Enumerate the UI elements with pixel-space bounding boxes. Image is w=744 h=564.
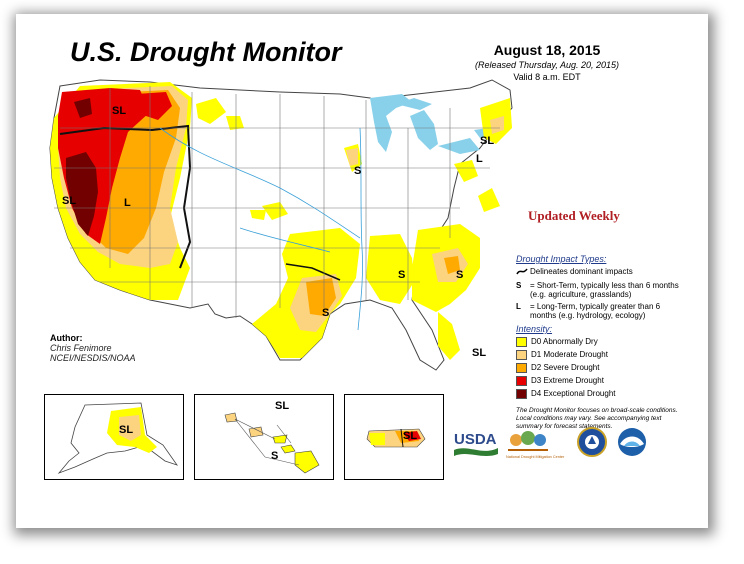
label-sl-puerto-rico: SL [403, 430, 417, 442]
hawaii-map: SL S [224, 400, 320, 474]
hawaii-inset: SL S [194, 394, 334, 480]
noaa-logo [618, 428, 646, 456]
long-term-symbol: L [516, 302, 521, 311]
label-sl-california: SL [62, 195, 76, 207]
short-term-symbol: S [516, 281, 522, 290]
usda-logo-text: USDA [454, 431, 497, 448]
date-block: August 18, 2015 (Released Thursday, Aug.… [452, 42, 642, 82]
intensity-swatch [516, 376, 527, 386]
usda-logo: USDA [454, 431, 498, 456]
great-lakes [370, 94, 502, 154]
label-s-illinois: S [354, 165, 361, 177]
label-sl-hawaii: SL [275, 400, 289, 412]
author-name: Chris Fenimore [50, 343, 112, 353]
conus-drought-map: SL SL L S S S S SL L SL [49, 79, 513, 371]
alaska-map: SL [57, 402, 179, 474]
intensity-item: D0 Abnormally Dry [516, 337, 686, 347]
label-sl-northeast: SL [480, 135, 494, 147]
alaska-inset: SL [44, 394, 184, 480]
intensity-label: D4 Exceptional Drought [531, 389, 616, 398]
hawaii-impact-lines [234, 418, 300, 466]
alaska-d1 [119, 415, 141, 441]
pr-impact-line [400, 428, 404, 448]
legend-delineates-row: Delineates dominant impacts [516, 267, 686, 278]
map-date: August 18, 2015 [493, 42, 601, 58]
label-s-carolinas: S [456, 269, 463, 281]
intensity-label: D1 Moderate Drought [531, 350, 608, 359]
intensity-item: D2 Severe Drought [516, 363, 686, 373]
valid-time: Valid 8 a.m. EDT [513, 72, 581, 82]
hawaii-islands [224, 412, 320, 474]
legend-long-term-row: L = Long-Term, typically greater than 6 … [516, 302, 686, 320]
label-s-mississippi: S [398, 269, 405, 281]
delineates-text: Delineates dominant impacts [530, 267, 633, 276]
d4-regions [66, 98, 98, 236]
intensity-label: D0 Abnormally Dry [531, 337, 598, 346]
intensity-swatch [516, 363, 527, 373]
pr-d0 [369, 433, 385, 445]
pr-d3 [403, 431, 421, 441]
release-date: (Released Thursday, Aug. 20, 2015) [474, 60, 620, 70]
intensity-item: D3 Extreme Drought [516, 376, 686, 386]
legend-short-term-row: S = Short-Term, typically less than 6 mo… [516, 281, 686, 299]
intensity-label: D3 Extreme Drought [531, 376, 604, 385]
intensity-swatch [516, 337, 527, 347]
label-sl-florida: SL [472, 347, 486, 359]
short-term-desc: = Short-Term, typically less than 6 mont… [530, 281, 679, 299]
doc-seal-logo [577, 427, 607, 457]
puerto-rico-map: SL [366, 428, 426, 448]
label-s-hawaii: S [271, 450, 278, 462]
intensity-list: D0 Abnormally Dry D1 Moderate Drought D2 S… [516, 337, 686, 399]
intensity-item: D4 Exceptional Drought [516, 389, 686, 399]
intensity-swatch [516, 389, 527, 399]
label-l-northeast: L [476, 153, 483, 165]
state-boundaries [54, 86, 500, 318]
delineation-line-icon [516, 267, 530, 278]
puerto-rico-inset: SL [344, 394, 444, 480]
author-org: NCEI/NESDIS/NOAA [50, 353, 136, 363]
intensity-swatch [516, 350, 527, 360]
author-label: Author: [50, 333, 83, 343]
ndmc-logo-text: National Drought Mitigation Center [506, 455, 565, 459]
impact-types-header: Drought Impact Types: [516, 254, 607, 264]
agency-logos: USDA National Drought Mitigation Center [452, 422, 664, 462]
updated-weekly-note: Updated Weekly [528, 208, 620, 223]
page-title: U.S. Drought Monitor [70, 37, 342, 67]
label-sl-alaska: SL [119, 424, 133, 436]
label-l-nevada: L [124, 197, 131, 209]
label-s-texas: S [322, 307, 329, 319]
label-sl-northwest: SL [112, 105, 126, 117]
long-term-desc: = Long-Term, typically greater than 6 mo… [530, 302, 661, 320]
logos-svg: USDA National Drought Mitigation Center [454, 427, 646, 459]
intensity-header: Intensity: [516, 324, 553, 334]
intensity-label: D2 Severe Drought [531, 363, 600, 372]
ndmc-logo: National Drought Mitigation Center [506, 431, 565, 459]
legend: Drought Impact Types: Delineates dominan… [516, 254, 686, 431]
intensity-item: D1 Moderate Drought [516, 350, 686, 360]
rivers [159, 127, 363, 331]
impact-line-tx [285, 263, 341, 281]
author-block: Author: Chris Fenimore NCEI/NESDIS/NOAA [50, 333, 136, 363]
disclaimer-note: The Drought Monitor focuses on broad-sca… [516, 407, 678, 430]
